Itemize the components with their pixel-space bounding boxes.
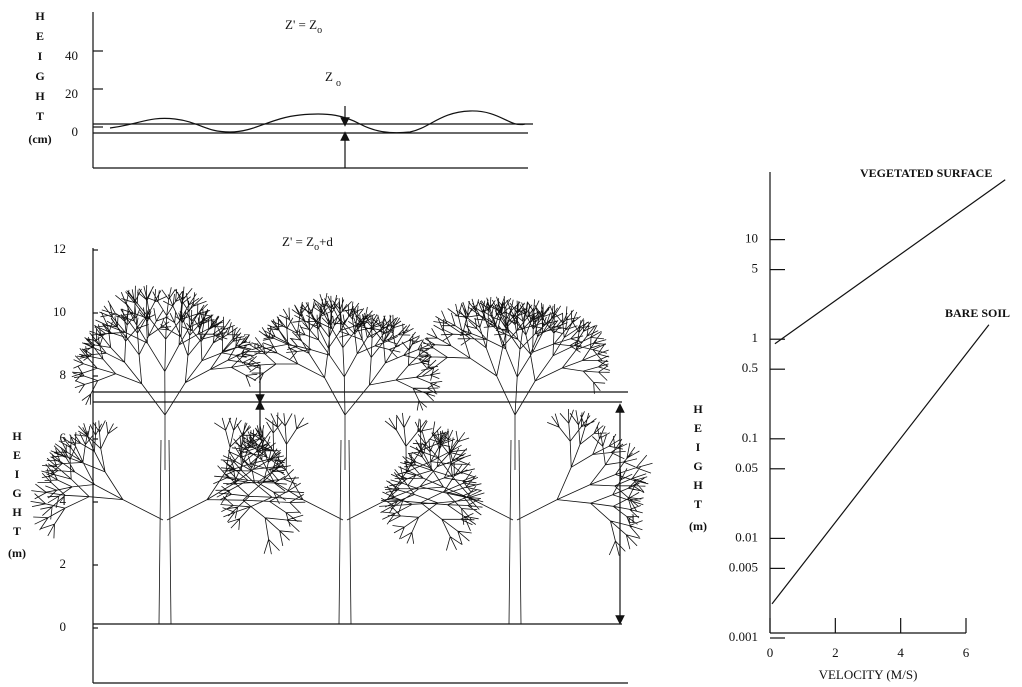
- axis-label-letter: H: [35, 9, 45, 23]
- axis-unit: (cm): [28, 132, 51, 146]
- axis-label-letter: H: [12, 505, 22, 519]
- axis-label-letter: E: [694, 421, 702, 435]
- x-tick-label: 0: [767, 645, 774, 660]
- axis-label-letter: G: [35, 69, 44, 83]
- axis-label-letter: I: [696, 440, 701, 454]
- axis-label-letter: G: [693, 459, 702, 473]
- axis-label-letter: E: [36, 29, 44, 43]
- x-axis-label: VELOCITY (M/S): [819, 667, 918, 682]
- axis-unit: (m): [8, 546, 26, 560]
- axis-label-letter: T: [13, 524, 21, 538]
- axis-label-letter: T: [694, 497, 702, 511]
- tree: [213, 293, 485, 625]
- y-tick-label: 12: [53, 241, 66, 256]
- displacement-label: d: [628, 511, 635, 526]
- formula: Z' = Zo: [285, 17, 322, 36]
- annotation-part: Z: [243, 331, 251, 346]
- y-tick-label: 0: [60, 619, 67, 634]
- trees: [30, 285, 653, 625]
- axis-label-letter: H: [693, 402, 703, 416]
- axis-label-letter: H: [693, 478, 703, 492]
- formula-part: Z' = Z: [285, 17, 317, 32]
- y-tick-label: 10: [53, 304, 66, 319]
- y-tick-label: 0: [72, 124, 79, 139]
- y-tick-label: 0.001: [729, 629, 758, 644]
- x-tick-label: 6: [963, 645, 970, 660]
- annotation-subscript: o: [336, 78, 341, 89]
- axis-label-letter: I: [15, 467, 20, 481]
- formula-subscript: o: [317, 25, 322, 36]
- y-tick-label: 0.5: [742, 360, 758, 375]
- tree: [30, 285, 306, 625]
- formula-part: Z' = Z: [282, 234, 314, 249]
- y-tick-label: 0.005: [729, 559, 758, 574]
- axis-label-letter: H: [35, 89, 45, 103]
- axis-label-letter: T: [36, 109, 44, 123]
- y-tick-label: 0.1: [742, 430, 758, 445]
- rough-surface: [109, 110, 526, 134]
- x-tick-label: 4: [897, 645, 904, 660]
- y-tick-label: 6: [60, 430, 67, 445]
- axis-unit: (m): [689, 519, 707, 533]
- y-tick-label: 0.05: [735, 460, 758, 475]
- y-tick-label: 40: [65, 48, 78, 63]
- tree: [379, 296, 653, 625]
- axis-label-letter: E: [13, 448, 21, 462]
- series-label: VEGETATED SURFACE: [860, 166, 992, 180]
- axis-label-letter: G: [12, 486, 21, 500]
- series-line: [774, 179, 1006, 345]
- series-label: BARE SOIL: [945, 306, 1010, 320]
- axis-label-letter: I: [38, 49, 43, 63]
- y-tick-label: 10: [745, 231, 758, 246]
- axis-label-letter: H: [12, 429, 22, 443]
- x-tick-label: 2: [832, 645, 839, 660]
- y-tick-label: 1: [752, 330, 759, 345]
- formula: Z' = Zo+d: [282, 234, 333, 253]
- formula-subscript: o: [314, 242, 319, 253]
- y-tick-label: 20: [65, 86, 78, 101]
- y-tick-label: 2: [60, 556, 67, 571]
- annotation-subscript: o: [254, 340, 259, 351]
- y-tick-label: 0.01: [735, 529, 758, 544]
- y-tick-label: 5: [752, 261, 759, 276]
- series-line: [771, 324, 990, 605]
- annotation-part: Z: [325, 69, 333, 84]
- formula-part: +d: [319, 234, 333, 249]
- y-tick-label: 8: [60, 367, 67, 382]
- y-tick-label: 4: [60, 493, 67, 508]
